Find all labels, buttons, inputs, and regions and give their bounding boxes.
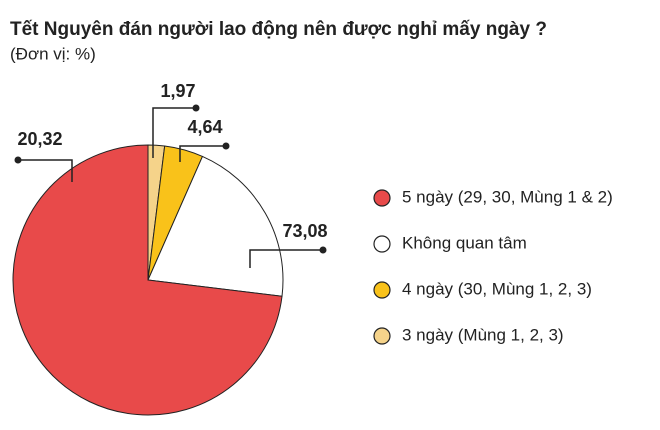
legend-label: 4 ngày (30, Mùng 1, 2, 3) <box>402 279 592 298</box>
legend-label: 3 ngày (Mùng 1, 2, 3) <box>402 325 564 344</box>
chart-title: Tết Nguyên đán người lao động nên được n… <box>10 19 547 40</box>
leader-dot <box>222 142 230 150</box>
leader-dot <box>319 246 327 254</box>
legend-swatch <box>373 327 391 345</box>
leader-line <box>18 159 73 182</box>
leader-line <box>152 107 196 158</box>
leader-dot <box>14 156 22 164</box>
legend-swatch <box>373 281 391 299</box>
legend-swatch <box>373 189 391 207</box>
pie-slice <box>147 155 284 297</box>
legend-label: Không quan tâm <box>402 233 527 252</box>
value-label: 1,97 <box>160 81 195 101</box>
value-label: 4,64 <box>187 117 222 137</box>
leader-line <box>179 145 226 162</box>
leader-line <box>249 249 323 268</box>
value-label: 20,32 <box>17 129 62 149</box>
chart-subtitle: (Đơn vị: %) <box>10 44 96 63</box>
legend-label: 5 ngày (29, 30, Mùng 1 & 2) <box>402 187 613 206</box>
pie-slice <box>12 144 283 416</box>
value-label: 73,08 <box>282 221 327 241</box>
legend-swatch <box>373 235 391 253</box>
leader-dot <box>192 104 200 112</box>
